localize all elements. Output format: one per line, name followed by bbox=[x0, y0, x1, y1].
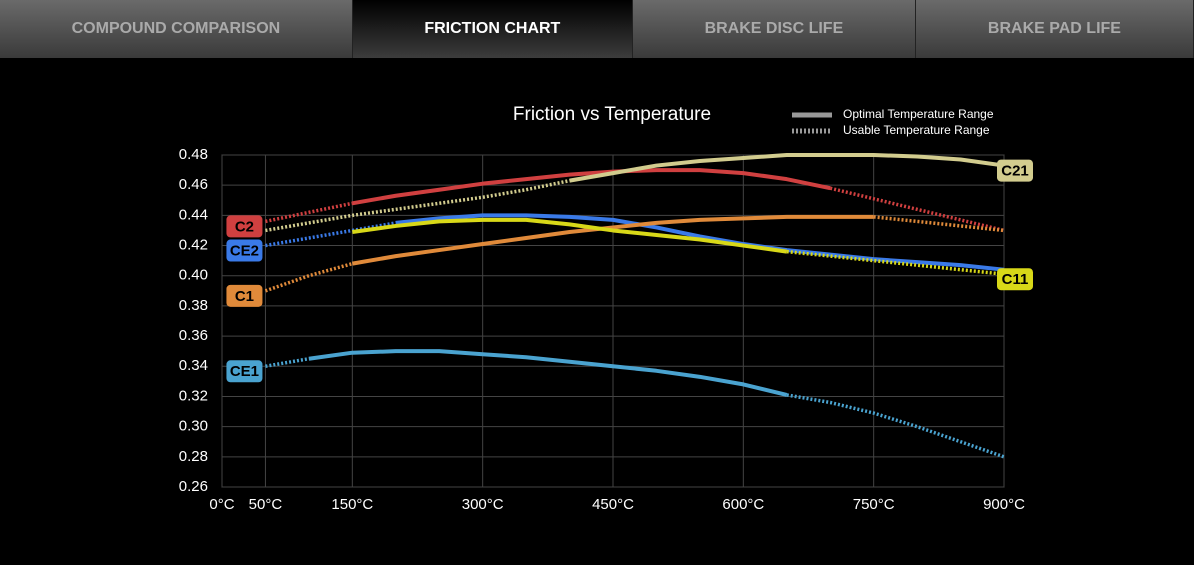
optimal-line bbox=[569, 153, 1005, 183]
usable-line bbox=[265, 221, 397, 248]
y-tick-label: 0.34 bbox=[179, 357, 208, 374]
series-badge bbox=[226, 239, 263, 262]
y-tick-label: 0.28 bbox=[179, 448, 208, 465]
x-tick-label: 150°C bbox=[331, 496, 373, 513]
series-label: C21 bbox=[1001, 163, 1029, 180]
series-label: C11 bbox=[1002, 271, 1029, 288]
tab[interactable]: FRICTION CHART bbox=[352, 0, 633, 58]
y-tick-label: 0.48 bbox=[179, 146, 208, 163]
usable-line bbox=[264, 261, 353, 293]
y-tick-label: 0.46 bbox=[179, 176, 208, 193]
y-tick-label: 0.36 bbox=[179, 327, 208, 344]
tab[interactable]: BRAKE DISC LIFE bbox=[632, 0, 916, 58]
y-tick-label: 0.40 bbox=[179, 267, 208, 284]
usable-line bbox=[265, 357, 310, 368]
series-badge bbox=[226, 215, 263, 238]
x-tick-label: 0°C bbox=[209, 496, 234, 513]
series-badge bbox=[997, 268, 1033, 291]
tab[interactable]: BRAKE PAD LIFE bbox=[915, 0, 1194, 58]
y-tick-label: 0.30 bbox=[179, 418, 208, 435]
usable-line bbox=[265, 201, 353, 224]
usable-line bbox=[829, 186, 1005, 233]
optimal-line bbox=[352, 217, 788, 254]
optimal-line bbox=[351, 214, 874, 266]
usable-line bbox=[786, 249, 1005, 276]
chart: Friction vs Temperature 0.26 0.28 0.30 0.32… bbox=[179, 104, 1033, 513]
y-tick-label: 0.32 bbox=[179, 387, 208, 404]
y-tick-label: 0.42 bbox=[179, 237, 208, 254]
series-badge bbox=[226, 360, 263, 383]
usable-line bbox=[786, 393, 1005, 459]
usable-line bbox=[873, 215, 1005, 233]
y-tick-label: 0.38 bbox=[179, 297, 208, 314]
optimal-line bbox=[308, 349, 788, 397]
tab-bar: COMPOUND COMPARISON FRICTION CHART BRAKE… bbox=[0, 0, 1194, 58]
x-tick-label: 750°C bbox=[853, 496, 895, 513]
x-tick-label: 450°C bbox=[592, 496, 634, 513]
series-badge bbox=[997, 159, 1033, 182]
optimal-line bbox=[351, 168, 831, 206]
legend-label: Usable Temperature Range bbox=[843, 123, 990, 137]
series-label: CE1 bbox=[230, 363, 259, 380]
series-label: CE2 bbox=[230, 243, 259, 260]
legend-label: Optimal Temperature Range bbox=[843, 107, 994, 121]
series-label: C1 bbox=[235, 288, 254, 305]
series-label: C2 bbox=[235, 218, 254, 235]
y-tick-label: 0.44 bbox=[179, 206, 208, 223]
y-tick-label: 0.26 bbox=[179, 478, 208, 495]
series-badge bbox=[226, 284, 263, 307]
x-tick-label: 50°C bbox=[249, 496, 283, 513]
chart-title: Friction vs Temperature bbox=[513, 104, 711, 125]
usable-line bbox=[265, 178, 570, 233]
optimal-line bbox=[395, 213, 1005, 272]
tab[interactable]: COMPOUND COMPARISON bbox=[0, 0, 353, 58]
x-tick-label: 600°C bbox=[722, 496, 764, 513]
x-tick-label: 300°C bbox=[462, 496, 504, 513]
x-tick-label: 900°C bbox=[983, 496, 1025, 513]
